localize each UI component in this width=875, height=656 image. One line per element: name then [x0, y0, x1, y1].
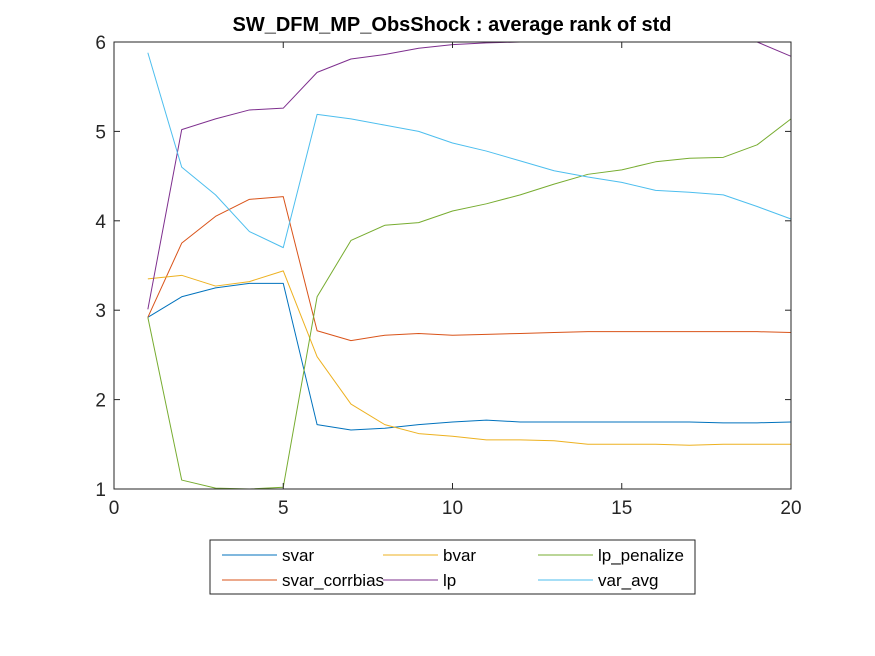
plot-area: 0 5 10 15 20 1 2 3 4 5 6	[95, 33, 801, 519]
y-tick-label: 1	[95, 480, 106, 501]
legend-label-lp: lp	[443, 571, 456, 590]
series-line-var-avg	[147, 52, 792, 249]
legend-label-svar-corrbias: svar_corrbias	[282, 571, 384, 590]
x-tick-label: 15	[611, 498, 632, 519]
y-tick-label: 4	[95, 212, 106, 233]
y-tick-label: 3	[95, 301, 106, 322]
axes-background	[114, 42, 791, 489]
legend-box	[209, 539, 696, 595]
chart-title: SW_DFM_MP_ObsShock : average rank of std	[232, 14, 671, 36]
x-tick-label: 20	[780, 498, 801, 519]
legend-label-lp-penalize: lp_penalize	[598, 546, 684, 565]
legend: svar bvar lp_penalize svar_corrbias lp var_av…	[209, 539, 696, 595]
legend-label-svar: svar	[282, 546, 314, 565]
series-line-svar-corrbias	[147, 196, 792, 342]
y-tick-label: 2	[95, 391, 106, 412]
y-tick-label: 5	[95, 122, 106, 143]
x-tick-label: 0	[109, 498, 120, 519]
legend-label-bvar: bvar	[443, 546, 476, 565]
series-line-svar	[147, 282, 792, 431]
x-tick-label: 5	[278, 498, 289, 519]
legend-label-var-avg: var_avg	[598, 571, 658, 590]
series-line-bvar	[147, 270, 791, 446]
x-tick-label: 10	[442, 498, 463, 519]
y-tick-label: 6	[95, 33, 106, 54]
